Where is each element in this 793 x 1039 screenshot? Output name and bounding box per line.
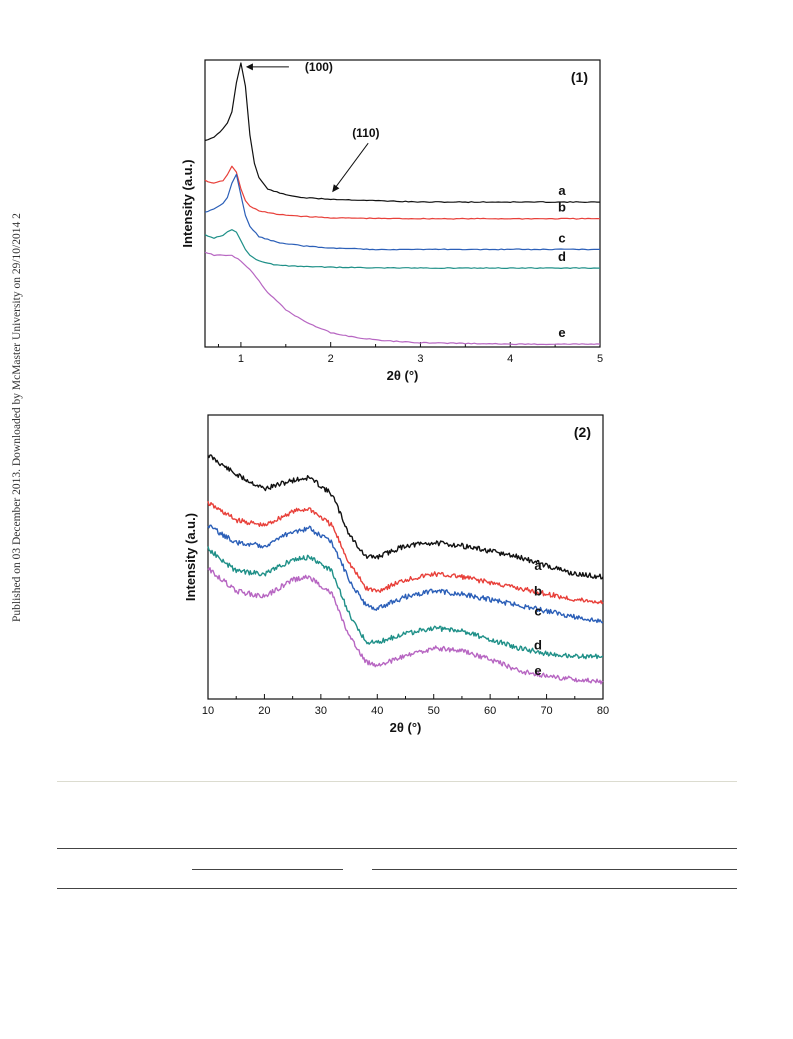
annotation-arrow-110 <box>333 142 369 190</box>
series-line-c <box>204 173 600 251</box>
series-line-c <box>207 524 604 624</box>
series-label-a: a <box>558 183 566 198</box>
series-line-e <box>204 251 601 346</box>
x-tick-label-1: 1 <box>238 353 244 365</box>
table-subheader-rule-right <box>372 869 737 870</box>
series-line-a <box>207 454 604 580</box>
x-tick-label-70: 70 <box>540 705 552 717</box>
annotation-arrowhead-110 <box>332 184 340 193</box>
y-axis-title: Intensity (a.u.) <box>180 159 195 247</box>
table-header-bottom-rule <box>57 888 737 889</box>
x-tick-label-60: 60 <box>484 705 496 717</box>
series-label-e: e <box>558 325 565 340</box>
download-notice: Published on 03 December 2013. Downloade… <box>11 212 23 622</box>
series-label-b: b <box>558 200 566 215</box>
series-label-d: d <box>534 637 542 652</box>
annotation-label-110: (110) <box>352 126 379 140</box>
table-top-rule <box>57 848 737 849</box>
section-divider <box>57 781 737 782</box>
x-tick-label-3: 3 <box>417 353 423 365</box>
panel-label: (1) <box>571 69 588 85</box>
xrd-chart-wide-angle: 10 20 30 40 50 60 70 80 2θ (°) Intensity (a.u.) (2… <box>183 414 609 735</box>
series-label-a: a <box>534 558 542 573</box>
x-tick-label-50: 50 <box>428 705 440 717</box>
series-line-d <box>204 229 600 269</box>
series-label-d: d <box>558 249 566 264</box>
series-label-e: e <box>534 663 541 678</box>
plot-frame <box>204 59 601 348</box>
annotation-arrowhead-100 <box>245 63 253 71</box>
x-tick-label-40: 40 <box>371 705 383 717</box>
x-tick-label-2: 2 <box>328 353 334 365</box>
series-line-b <box>204 165 601 220</box>
x-tick-label-5: 5 <box>597 353 603 365</box>
series-label-b: b <box>534 583 542 598</box>
x-tick-label-20: 20 <box>258 705 270 717</box>
annotation-label-100: (100) <box>305 60 333 74</box>
series-label-c: c <box>558 230 565 245</box>
x-tick-label-4: 4 <box>507 353 513 365</box>
download-notice-text: Published on 03 December 2013. Downloade… <box>11 212 23 622</box>
series-line-b <box>207 501 604 605</box>
x-axis-title: 2θ (°) <box>390 720 422 735</box>
x-tick-label-10: 10 <box>202 705 214 717</box>
y-axis-title: Intensity (a.u.) <box>183 513 198 601</box>
series-line-a <box>204 62 600 204</box>
panel-label: (2) <box>574 424 591 440</box>
plot-frame <box>207 414 604 700</box>
series-label-c: c <box>534 603 541 618</box>
table-subheader-rule-left <box>192 869 343 870</box>
x-tick-label-80: 80 <box>597 705 609 717</box>
series-line-d <box>207 546 603 660</box>
x-tick-label-30: 30 <box>315 705 327 717</box>
x-axis-title: 2θ (°) <box>387 368 419 383</box>
series-line-e <box>207 567 604 685</box>
